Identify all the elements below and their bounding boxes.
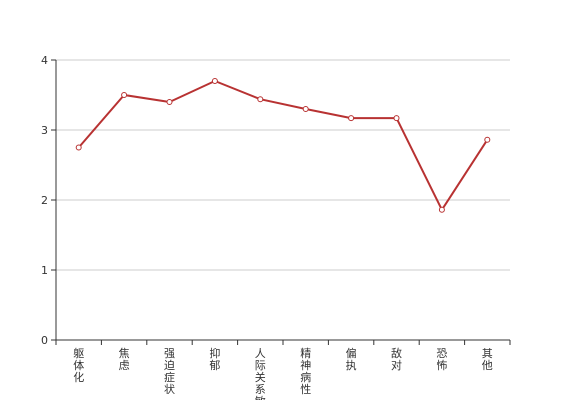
data-point	[438, 206, 445, 213]
data-point	[348, 115, 355, 122]
x-tick-label: 抑郁	[209, 346, 220, 372]
x-tick-label: 其他	[482, 347, 493, 372]
y-tick-label: 2	[41, 194, 48, 207]
y-tick-label: 0	[41, 334, 48, 347]
y-tick-label: 1	[41, 264, 48, 277]
x-tick-label: 躯体化	[73, 347, 84, 384]
data-point	[257, 96, 264, 103]
x-tick-label: 敌对	[391, 346, 402, 372]
data-point	[121, 92, 128, 98]
x-tick-label: 恐怖	[436, 347, 447, 372]
y-tick-label: 3	[41, 124, 48, 137]
x-tick-label: 人际关系敏感	[255, 347, 266, 400]
data-point	[484, 136, 491, 143]
y-tick-label: 4	[41, 54, 48, 67]
data-point	[393, 115, 400, 122]
data-point	[75, 144, 82, 151]
data-point	[166, 99, 173, 105]
data-point	[302, 106, 309, 112]
data-point	[211, 78, 218, 84]
x-tick-label: 强迫症状	[164, 347, 175, 396]
x-tick-label: 偏执	[346, 346, 357, 372]
x-tick-label: 精神病性	[300, 347, 311, 396]
x-tick-label: 焦虑	[119, 347, 130, 372]
series-line	[77, 80, 489, 211]
